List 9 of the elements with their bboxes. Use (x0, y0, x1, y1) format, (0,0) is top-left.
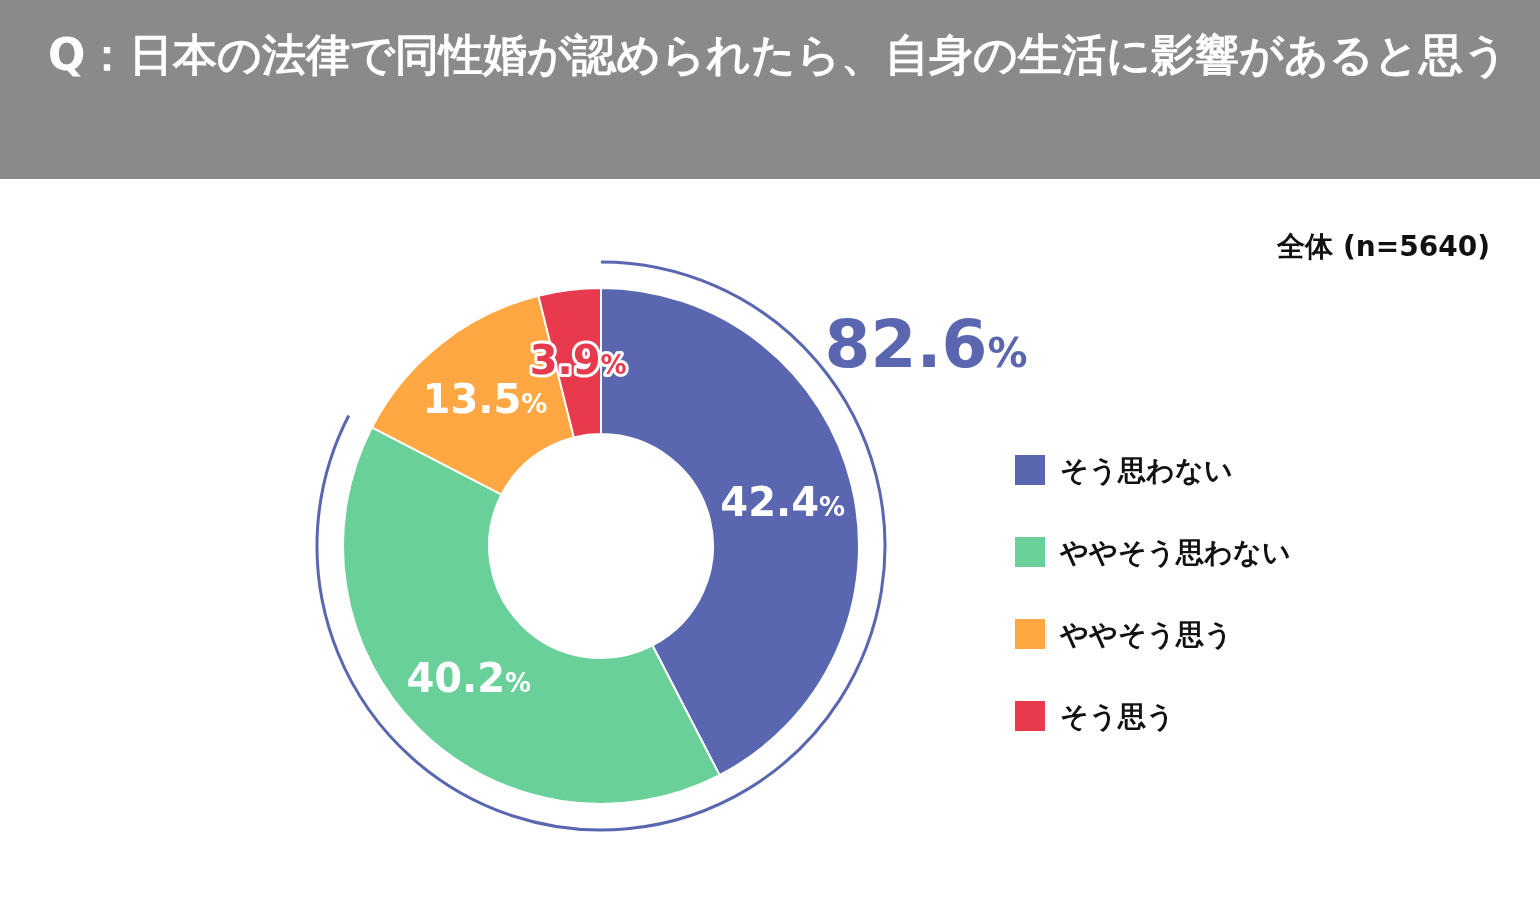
data-label: 42.4% (720, 478, 846, 525)
legend-label: ややそう思わない (1059, 536, 1291, 569)
data-label: 40.2% (406, 655, 532, 702)
chart-title: Q：日本の法律で同性婚が認められたら、自身の生活に影響があると思う (0, 0, 1540, 179)
legend-label: そう思わない (1060, 454, 1233, 487)
legend-label: そう思う (1060, 700, 1175, 733)
text: 全体 (n=5640) (1276, 230, 1490, 263)
text: 82.6% (824, 306, 1028, 383)
legend-label: ややそう思う (1059, 618, 1233, 651)
